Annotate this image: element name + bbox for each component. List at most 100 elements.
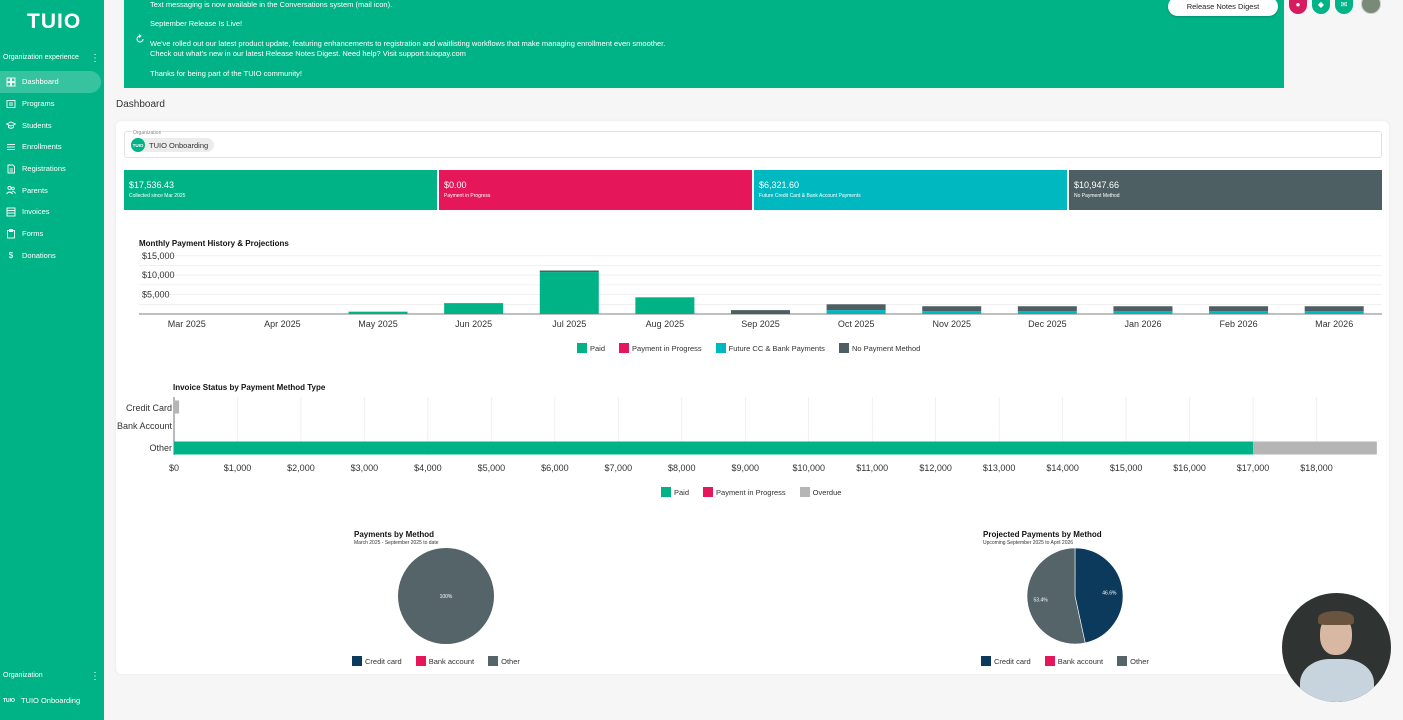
sidebar-item-donations[interactable]: $ Donations [0, 245, 101, 267]
banner-line: Text messaging is now available in the C… [150, 0, 393, 9]
sidebar-org-name: TUIO Onboarding [20, 696, 81, 705]
organization-chip[interactable]: TUIO TUIO Onboarding [131, 138, 215, 152]
payments-by-method-legend: Credit card Bank account Other [352, 656, 534, 666]
bar-segment [1304, 306, 1364, 312]
sidebar-item-registrations[interactable]: Registrations [0, 158, 101, 180]
legend-item[interactable]: Payment in Progress [619, 343, 702, 353]
sidebar-nav: Dashboard Programs Students Enrollments Regi… [0, 71, 104, 266]
stat-card: $17,536.43 Collected since Mar 2025 [124, 170, 437, 210]
legend-item[interactable]: Bank account [415, 656, 474, 666]
sidebar-org-switcher[interactable]: TUIO TUIO Onboarding [3, 696, 80, 705]
y-tick-label: Bank Account [117, 421, 173, 431]
y-tick-label: $5,000 [142, 290, 170, 300]
bar-segment [539, 270, 599, 273]
sidebar-item-label: Dashboard [22, 77, 59, 87]
legend-item[interactable]: Credit card [352, 656, 402, 666]
dashboard-icon [6, 77, 16, 87]
legend-item[interactable]: Overdue [799, 487, 842, 497]
stat-label: Collected since Mar 2025 [129, 193, 186, 199]
x-tick-label: Jun 2025 [455, 319, 492, 329]
legend-label: Credit card [365, 656, 402, 666]
sidebar-item-forms[interactable]: Forms [0, 223, 101, 245]
x-tick-label: Sep 2025 [741, 319, 780, 329]
legend-label: No Payment Method [851, 343, 921, 353]
legend-item[interactable]: Future CC & Bank Payments [715, 343, 825, 353]
legend-item[interactable]: Payment in Progress [703, 487, 786, 497]
legend-label: Other [501, 656, 520, 666]
pie-slice [1026, 547, 1086, 645]
sidebar-item-parents[interactable]: Parents [0, 179, 101, 201]
organization-select-label: Organization [132, 130, 163, 136]
monthly-chart-legend: Paid Payment in Progress Future CC & Bank … [577, 343, 934, 353]
sidebar-item-enrollments[interactable]: Enrollments [0, 136, 101, 158]
stat-label: No Payment Method [1074, 193, 1120, 199]
x-tick-label: Jan 2026 [1124, 319, 1161, 329]
bar-segment [731, 310, 790, 314]
sidebar-item-programs[interactable]: Programs [0, 93, 101, 115]
legend-item[interactable]: Other [1117, 656, 1149, 666]
stat-card: $0.00 Payment in Progress [439, 170, 752, 210]
pie-slice-label: 53.4% [1034, 598, 1049, 604]
bar-segment [1017, 311, 1077, 314]
x-tick-label: Jul 2025 [552, 319, 586, 329]
forms-icon [6, 228, 16, 239]
stat-amount: $17,536.43 [129, 180, 175, 190]
x-tick-label: $10,000 [792, 463, 825, 473]
legend-item[interactable]: Paid [577, 343, 605, 353]
bar-segment [1304, 311, 1364, 314]
legend-item[interactable]: Bank account [1044, 656, 1103, 666]
bar-segment [922, 306, 982, 312]
projected-payments-legend: Credit card Bank account Other [981, 656, 1163, 666]
sidebar-item-dashboard[interactable]: Dashboard [0, 71, 101, 93]
legend-swatch [577, 343, 587, 353]
stat-label: Payment in Progress [444, 193, 491, 199]
x-tick-label: $11,000 [856, 463, 888, 473]
x-tick-label: Apr 2025 [264, 319, 301, 329]
bell-icon[interactable]: ● [1289, 0, 1307, 14]
bar-segment [348, 311, 408, 314]
pie-slice-label: 100% [440, 594, 453, 600]
enrollments-icon [6, 142, 16, 152]
section-menu-icon[interactable]: ⋮ [90, 53, 100, 64]
x-tick-label: $1,000 [224, 463, 252, 473]
legend-item[interactable]: Other [488, 656, 520, 666]
organization-select[interactable]: Organization TUIO TUIO Onboarding [124, 130, 1382, 158]
sidebar-item-students[interactable]: Students [0, 114, 101, 136]
x-tick-label: $0 [169, 463, 179, 473]
legend-swatch [1117, 656, 1128, 666]
legend-item[interactable]: Credit card [981, 656, 1031, 666]
bar-segment [1113, 306, 1173, 312]
y-tick-label: $10,000 [142, 270, 175, 280]
presenter-body [1300, 659, 1374, 702]
programs-icon [6, 99, 16, 109]
x-tick-label: $7,000 [605, 463, 633, 473]
x-tick-label: Nov 2025 [932, 319, 971, 329]
presenter-hair [1318, 611, 1354, 625]
user-avatar[interactable] [1361, 0, 1381, 14]
page-title: Dashboard [116, 99, 165, 110]
sidebar-item-label: Invoices [22, 207, 50, 217]
header-icons: ● ◆ ✉ [1289, 0, 1353, 14]
legend-item[interactable]: Paid [661, 487, 689, 497]
org-menu-icon[interactable]: ⋮ [90, 671, 100, 682]
x-tick-label: Feb 2026 [1220, 319, 1258, 329]
stat-label: Future Credit Card & Bank Account Paymen… [759, 193, 861, 199]
legend-swatch [703, 487, 714, 497]
monthly-chart-title: Monthly Payment History & Projections [139, 239, 289, 248]
legend-item[interactable]: No Payment Method [838, 343, 921, 353]
shield-icon[interactable]: ◆ [1312, 0, 1330, 14]
webcam-overlay [1282, 593, 1391, 702]
mail-icon[interactable]: ✉ [1335, 0, 1353, 14]
tuio-logo[interactable]: TUIO [27, 10, 82, 33]
release-notes-button[interactable]: Release Notes Digest [1168, 0, 1278, 16]
sidebar-item-invoices[interactable]: Invoices [0, 201, 101, 223]
bar-segment [174, 400, 180, 414]
x-tick-label: $5,000 [478, 463, 506, 473]
legend-label: Payment in Progress [716, 487, 786, 497]
invoice-chart-title: Invoice Status by Payment Method Type [173, 383, 326, 392]
legend-label: Overdue [812, 487, 842, 497]
legend-swatch [799, 487, 810, 497]
banner-line: Check out what's new in our latest Relea… [150, 49, 466, 58]
x-tick-label: $17,000 [1237, 463, 1270, 473]
legend-swatch [619, 343, 630, 353]
